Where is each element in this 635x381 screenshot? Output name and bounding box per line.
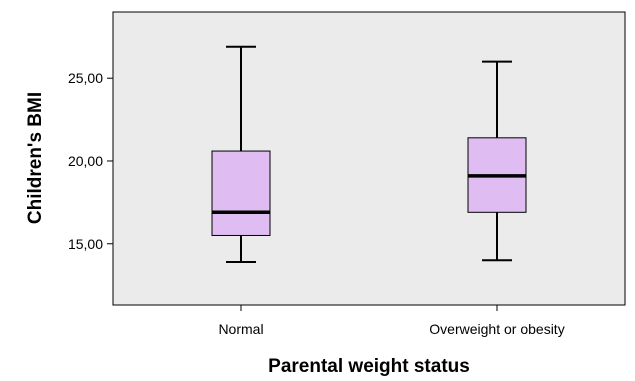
y-tick-label: 20,00 bbox=[68, 153, 103, 169]
x-tick-label: Normal bbox=[218, 321, 263, 337]
x-axis-title: Parental weight status bbox=[268, 356, 470, 377]
iqr-box bbox=[211, 150, 271, 236]
plot-area bbox=[112, 11, 626, 306]
y-axis: 15,00 20,00 25,00 bbox=[68, 70, 113, 252]
boxes bbox=[211, 45, 527, 263]
box-group bbox=[211, 45, 271, 263]
box-group bbox=[467, 60, 527, 262]
y-tick-label: 25,00 bbox=[68, 70, 103, 86]
x-axis: Normal Overweight or obesity bbox=[218, 305, 565, 337]
y-axis-title: Children's BMI bbox=[25, 92, 46, 224]
x-tick-label: Overweight or obesity bbox=[429, 321, 564, 337]
y-tick-label: 15,00 bbox=[68, 236, 103, 252]
